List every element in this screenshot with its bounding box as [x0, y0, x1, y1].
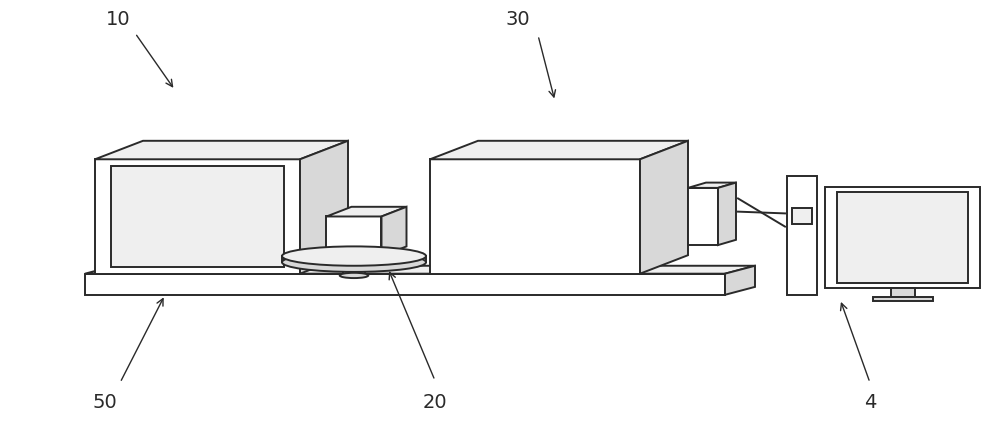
Polygon shape: [792, 208, 812, 224]
Polygon shape: [326, 207, 406, 216]
Polygon shape: [300, 141, 348, 274]
Polygon shape: [85, 266, 755, 274]
Ellipse shape: [282, 253, 426, 272]
Polygon shape: [111, 166, 284, 267]
Polygon shape: [381, 207, 406, 256]
Text: 10: 10: [106, 10, 130, 29]
Text: 30: 30: [506, 10, 530, 29]
Polygon shape: [95, 159, 300, 274]
Polygon shape: [787, 176, 817, 295]
Polygon shape: [872, 297, 933, 301]
Ellipse shape: [282, 246, 426, 266]
Polygon shape: [891, 288, 915, 297]
Polygon shape: [95, 141, 348, 159]
Polygon shape: [688, 183, 736, 188]
Polygon shape: [825, 187, 980, 288]
Text: 50: 50: [93, 393, 117, 412]
Text: 4: 4: [864, 393, 876, 412]
Polygon shape: [837, 192, 968, 283]
Polygon shape: [640, 141, 688, 274]
Polygon shape: [343, 262, 365, 275]
Polygon shape: [85, 274, 725, 295]
Polygon shape: [688, 188, 718, 245]
Polygon shape: [725, 266, 755, 295]
Polygon shape: [430, 159, 640, 274]
Polygon shape: [430, 141, 688, 159]
Polygon shape: [718, 183, 736, 245]
Polygon shape: [326, 216, 381, 256]
Ellipse shape: [340, 273, 368, 278]
Text: 20: 20: [423, 393, 447, 412]
